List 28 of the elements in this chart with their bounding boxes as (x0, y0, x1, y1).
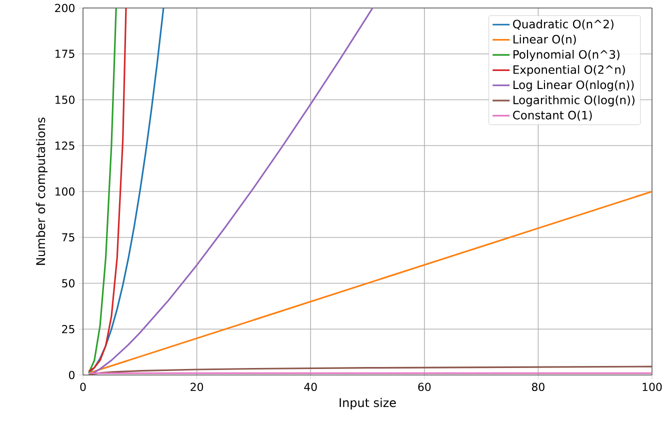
y-tick-label: 0 (68, 370, 74, 380)
y-tick-label: 150 (56, 96, 74, 104)
legend-label: Polynomial O(n^3) (514, 50, 620, 61)
line-series (88, 8, 164, 374)
legend-label: Constant O(1) (513, 110, 592, 121)
legend-label: Quadratic O(n^2) (513, 20, 614, 30)
y-tick-label: 175 (56, 50, 74, 58)
y-axis-title: Number of computations (36, 118, 48, 265)
y-tick-label: 100 (56, 187, 74, 196)
y-tick-label: 25 (62, 324, 74, 334)
line-series (88, 8, 127, 372)
y-tick-label: 75 (62, 233, 74, 242)
legend-label: Linear O(n) (514, 34, 576, 45)
line-series (88, 8, 117, 374)
x-axis-title: Input size (340, 398, 396, 410)
x-tick-label: 40 (304, 382, 317, 392)
y-tick-label: 200 (55, 4, 74, 12)
x-tick-label: 80 (532, 382, 544, 392)
legend-label: Logarithmic O(log(n)) (514, 95, 634, 107)
y-tick-label: 125 (56, 141, 74, 150)
x-tick-label: 0 (80, 382, 86, 392)
legend-label: Log Linear O(nlog(n)) (514, 80, 634, 92)
x-tick-label: 20 (190, 382, 204, 392)
legend-label: Exponential O(2^n) (514, 65, 625, 76)
y-tick-label: 50 (62, 279, 74, 288)
x-tick-label: 100 (642, 382, 662, 392)
line-series (88, 366, 652, 375)
x-tick-label: 60 (418, 382, 431, 392)
